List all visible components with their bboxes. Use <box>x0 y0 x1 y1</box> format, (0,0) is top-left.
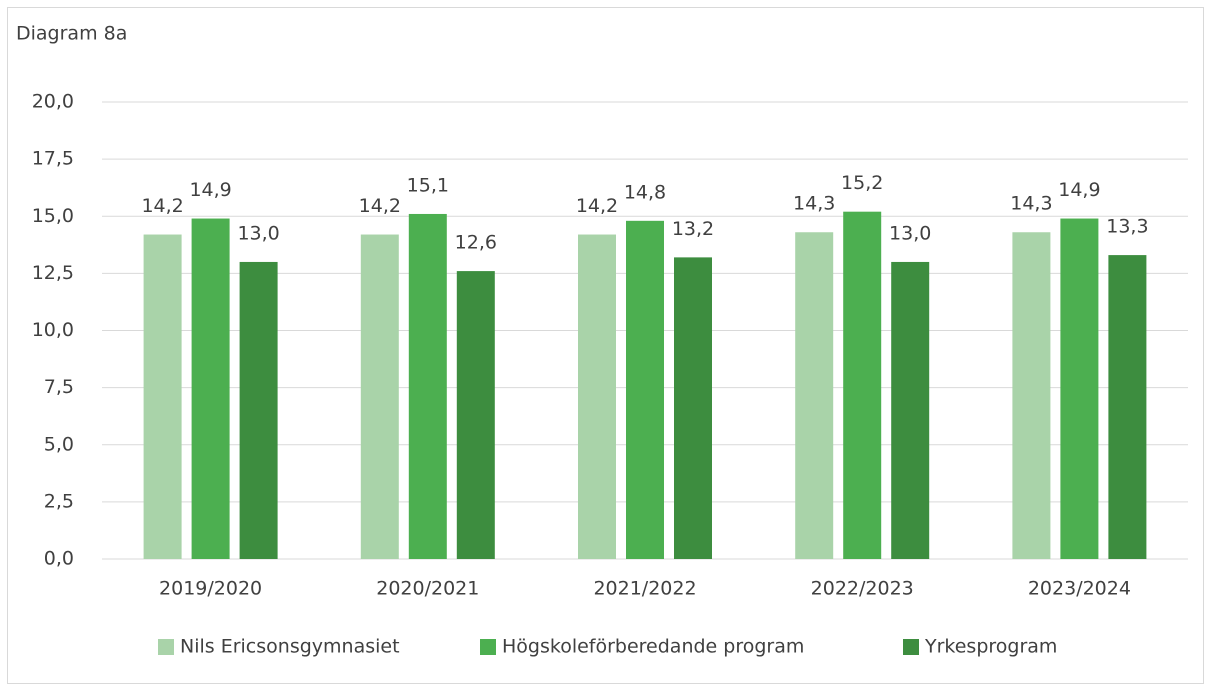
bar <box>360 234 399 559</box>
data-label: 14,9 <box>189 179 231 201</box>
data-label: 13,0 <box>889 222 931 244</box>
y-tick-label: 7,5 <box>44 376 74 398</box>
y-tick-label: 5,0 <box>44 433 74 455</box>
data-label: 14,2 <box>576 195 618 217</box>
bar <box>143 234 182 559</box>
y-tick-label: 2,5 <box>44 490 74 512</box>
chart-title: Diagram 8a <box>16 23 127 45</box>
bar <box>626 220 664 559</box>
bar <box>891 261 930 559</box>
bar <box>1012 232 1051 559</box>
y-tick-label: 10,0 <box>32 319 74 341</box>
x-tick-label: 2021/2022 <box>593 578 696 600</box>
bar <box>674 257 712 559</box>
legend-swatch <box>480 639 496 655</box>
y-tick-label: 20,0 <box>32 91 74 113</box>
bar <box>843 211 882 559</box>
bar <box>456 271 495 559</box>
bar <box>408 213 447 559</box>
bar <box>1060 218 1099 559</box>
data-label: 12,6 <box>455 232 497 254</box>
x-tick-label: 2020/2021 <box>376 578 479 600</box>
data-label: 14,2 <box>141 195 183 217</box>
data-label: 14,8 <box>624 181 666 203</box>
data-label: 14,9 <box>1058 179 1100 201</box>
x-tick-label: 2023/2024 <box>1028 578 1131 600</box>
bar <box>191 218 230 559</box>
bar <box>239 261 278 559</box>
legend-label: Yrkesprogram <box>924 636 1057 658</box>
y-tick-label: 0,0 <box>44 548 74 570</box>
data-label: 14,3 <box>793 193 835 215</box>
data-label: 13,3 <box>1106 216 1148 238</box>
legend-label: Högskoleförberedande program <box>502 636 804 658</box>
data-label: 13,2 <box>672 218 714 240</box>
data-label: 15,1 <box>407 174 449 196</box>
x-tick-label: 2022/2023 <box>811 578 914 600</box>
data-label: 13,0 <box>237 222 279 244</box>
y-tick-label: 12,5 <box>32 262 74 284</box>
legend-swatch <box>158 639 174 655</box>
data-label: 15,2 <box>841 172 883 194</box>
bar <box>578 234 616 559</box>
bar <box>1108 255 1147 559</box>
bar <box>795 232 834 559</box>
data-label: 14,2 <box>359 195 401 217</box>
legend-label: Nils Ericsonsgymnasiet <box>180 636 400 658</box>
y-tick-label: 17,5 <box>32 148 74 170</box>
data-label: 14,3 <box>1010 193 1052 215</box>
y-tick-label: 15,0 <box>32 205 74 227</box>
legend-swatch <box>903 639 919 655</box>
x-tick-label: 2019/2020 <box>159 578 262 600</box>
